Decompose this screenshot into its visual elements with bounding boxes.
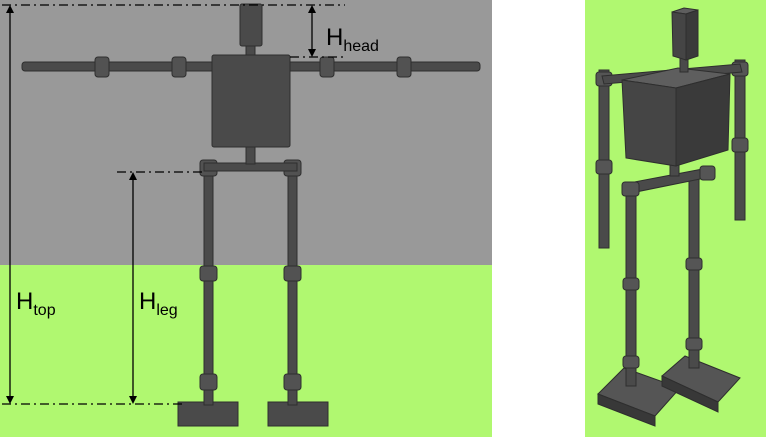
perspective-head [671, 7, 699, 61]
left-foot [177, 401, 239, 427]
dimension-arrows [6, 5, 316, 404]
perspective-right-elbow-joint [731, 137, 749, 153]
perspective-right-ankle [685, 337, 703, 351]
perspective-left-ankle [622, 355, 640, 369]
torso [211, 54, 291, 148]
left-leg-rod [203, 164, 214, 406]
perspective-robot [595, 7, 749, 427]
top-height-label: Htop [16, 288, 56, 319]
head [239, 3, 263, 47]
perspective-torso [621, 67, 731, 167]
front-robot [21, 3, 481, 427]
front-view-panel: Hhead Htop Hleg [0, 0, 492, 437]
right-knee-joint [283, 265, 302, 282]
ground-background [0, 265, 492, 437]
head-height-label: Hhead [326, 24, 379, 55]
right-elbow-joint [319, 56, 335, 78]
right-leg-rod [287, 164, 298, 406]
perspective-view-panel [585, 0, 766, 437]
waist-connector [245, 145, 256, 165]
perspective-right-hip [699, 165, 716, 181]
left-knee-joint [199, 265, 218, 282]
leg-height-label: Hleg [139, 288, 178, 319]
left-elbow-joint [171, 56, 187, 78]
right-ankle-joint [283, 373, 302, 391]
right-wrist-joint [396, 56, 412, 78]
perspective-left-knee [622, 277, 640, 291]
perspective-right-knee [685, 257, 703, 271]
perspective-right-foot [661, 355, 741, 413]
left-ankle-joint [199, 373, 218, 391]
perspective-left-hip [621, 181, 640, 197]
left-wrist-joint [94, 56, 110, 78]
right-foot [267, 401, 329, 427]
perspective-left-elbow-joint [595, 159, 613, 175]
perspective-left-arm [598, 69, 610, 249]
